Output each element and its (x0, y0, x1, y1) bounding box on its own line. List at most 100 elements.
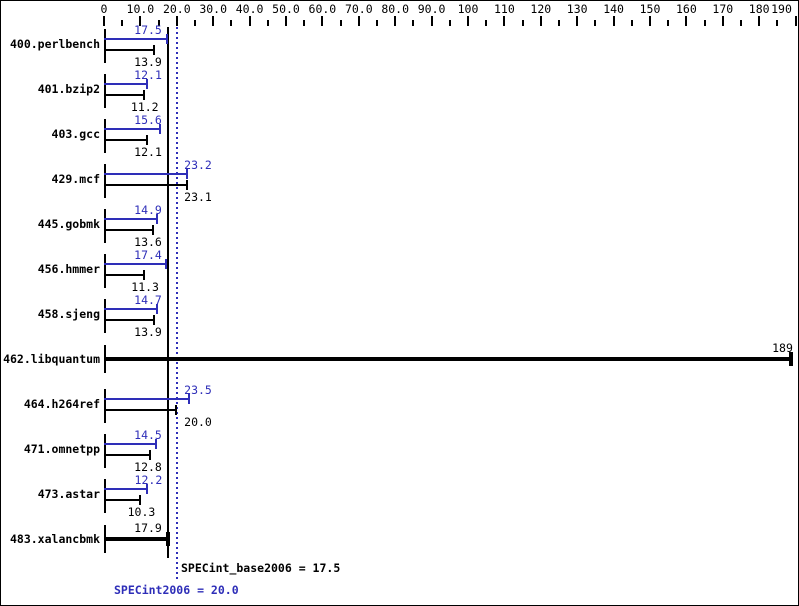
axis-tick-major (794, 16, 797, 26)
axis-tick-major (248, 16, 251, 26)
axis-tick-label: 40.0 (235, 2, 264, 16)
axis-tick-label: 100 (457, 2, 479, 16)
row-axis-tick (104, 209, 106, 243)
peak-bar-endcap (165, 259, 168, 269)
peak-value-label: 12.2 (134, 473, 163, 487)
peak-bar-endcap (165, 34, 168, 44)
axis-tick-minor (376, 20, 378, 26)
axis-tick-major (685, 16, 688, 26)
axis-tick-major (539, 16, 542, 26)
base-value-label: 13.9 (134, 325, 162, 339)
base-bar (104, 94, 145, 96)
axis-tick-major (175, 16, 178, 26)
axis-tick-minor (776, 20, 779, 26)
base-bar-endcap (152, 315, 155, 325)
merged-value-label: 17.9 (134, 521, 162, 535)
axis-tick-minor (740, 20, 742, 26)
benchmark-name: 473.astar (37, 487, 100, 501)
base-bar (104, 274, 146, 276)
merged-bar (104, 537, 170, 541)
axis-tick-major (721, 16, 724, 26)
axis-tick-minor (485, 20, 488, 26)
peak-bar-endcap (146, 79, 149, 89)
row-axis-tick (104, 29, 106, 63)
merged-bar-endcap (788, 352, 793, 366)
peak-bar (104, 218, 159, 220)
benchmark-name: 458.sjeng (37, 307, 100, 321)
axis-tick-label: 60.0 (308, 2, 337, 16)
axis-tick-label: 30.0 (199, 2, 228, 16)
axis-tick-label: 20.0 (162, 2, 191, 16)
base-bar-endcap (148, 450, 151, 460)
benchmark-name: 403.gcc (51, 127, 100, 141)
base-bar-endcap (186, 180, 189, 190)
peak-bar (104, 263, 168, 265)
axis-tick-label: 110 (494, 2, 515, 16)
peak-mean-line (176, 27, 178, 581)
base-value-label: 23.1 (184, 190, 212, 204)
peak-bar-endcap (186, 169, 189, 179)
peak-bar (104, 83, 149, 85)
axis-tick-major (285, 16, 287, 26)
axis-tick-label: 70.0 (344, 2, 373, 16)
axis-tick-minor (339, 20, 342, 26)
base-value-label: 11.2 (130, 100, 159, 114)
axis-tick-minor (266, 20, 269, 26)
axis-tick-label: 80.0 (381, 2, 410, 16)
base-bar-endcap (152, 45, 155, 55)
base-mean-label: SPECint_base2006 = 17.5 (181, 561, 341, 575)
peak-value-label: 23.5 (184, 383, 212, 397)
base-bar-endcap (139, 495, 142, 505)
axis-tick-label: 140 (603, 2, 624, 16)
peak-mean-label: SPECint2006 = 20.0 (114, 583, 239, 597)
peak-bar-endcap (155, 304, 158, 314)
base-value-label: 11.3 (131, 280, 159, 294)
base-bar-endcap (151, 225, 154, 235)
axis-tick-major (394, 16, 397, 26)
base-value-label: 13.6 (134, 235, 162, 249)
row-axis-tick (104, 479, 106, 513)
benchmark-name: 429.mcf (51, 172, 100, 186)
axis-tick-major (612, 16, 615, 26)
peak-bar (104, 173, 189, 175)
peak-value-label: 17.4 (134, 248, 162, 262)
axis-tick-minor (448, 20, 451, 26)
base-bar (104, 409, 177, 411)
axis-tick-major (758, 16, 761, 26)
axis-tick-minor (594, 20, 597, 26)
axis-tick-minor (303, 20, 306, 26)
merged-bar-endcap (166, 532, 171, 546)
benchmark-name: 471.omnetpp (23, 442, 100, 456)
peak-bar (104, 128, 161, 130)
benchmark-name: 456.hmmer (37, 262, 100, 276)
axis-tick-minor (558, 20, 560, 26)
axis-tick-minor (121, 20, 124, 26)
base-value-label: 13.9 (134, 55, 162, 69)
base-value-label: 20.0 (184, 415, 212, 429)
axis-tick-label: 50.0 (272, 2, 300, 16)
axis-tick-label: 130 (566, 2, 588, 16)
axis-tick-minor (703, 20, 706, 26)
merged-value-label: 189 (772, 341, 793, 355)
peak-value-label: 14.9 (134, 203, 162, 217)
base-bar (104, 499, 142, 501)
row-axis-tick (104, 119, 106, 153)
peak-value-label: 17.5 (134, 23, 162, 37)
peak-value-label: 23.2 (184, 158, 212, 172)
base-bar-endcap (142, 90, 145, 100)
row-axis-tick (104, 434, 106, 468)
peak-bar (104, 443, 157, 445)
axis-tick-minor (230, 20, 233, 26)
benchmark-name: 445.gobmk (37, 217, 100, 231)
base-bar (104, 319, 155, 321)
axis-tick-major (139, 16, 142, 26)
row-axis-tick (104, 74, 106, 108)
axis-tick-label: 90.0 (417, 2, 446, 16)
axis-tick-label: 120 (530, 2, 552, 16)
base-value-label: 12.8 (134, 460, 162, 474)
benchmark-name: 462.libquantum (3, 352, 100, 366)
base-bar (104, 184, 189, 186)
base-bar (104, 454, 151, 456)
base-bar-endcap (143, 270, 146, 280)
